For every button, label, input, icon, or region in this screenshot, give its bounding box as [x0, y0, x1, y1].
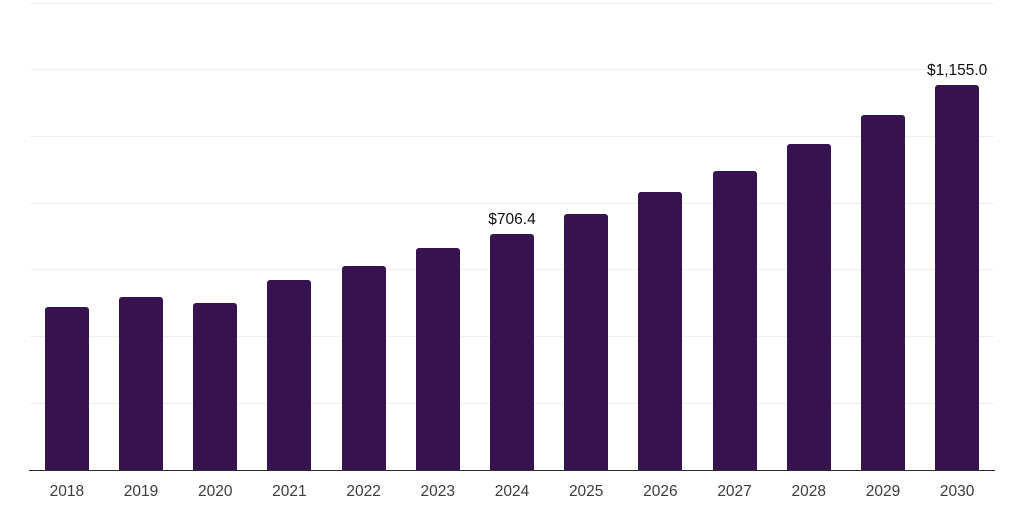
bar-2019	[119, 296, 164, 470]
bar-2026	[638, 191, 683, 470]
x-tick-label-2024: 2024	[494, 483, 530, 500]
x-tick-label-2030: 2030	[939, 483, 975, 500]
x-tick-label-2022: 2022	[346, 483, 381, 500]
x-tick-label-2019: 2019	[123, 483, 159, 500]
x-tick-label-2021: 2021	[272, 483, 307, 500]
x-tick-label-2023: 2023	[420, 483, 456, 500]
bar-2022	[341, 265, 386, 470]
gridline-1000	[30, 135, 994, 137]
x-tick-label-2020: 2020	[197, 483, 233, 500]
bar-2021	[267, 279, 312, 470]
x-tick-label-2026: 2026	[643, 483, 678, 500]
data-label-2030: $1,155.0	[926, 61, 988, 79]
x-axis-line	[29, 469, 995, 471]
bar-2024	[490, 234, 534, 470]
gridline-800	[30, 202, 994, 204]
bar-2030	[935, 84, 980, 470]
x-tick-label-2025: 2025	[568, 483, 604, 500]
bar-2018	[44, 307, 89, 470]
bar-2027	[712, 170, 757, 470]
plot-area: $706.4 $1,155.0	[30, 2, 994, 470]
gridline-1400	[30, 2, 994, 4]
x-tick-label-2029: 2029	[865, 483, 901, 500]
bar-2025	[564, 213, 609, 470]
bar-2029	[860, 115, 905, 470]
x-tick-label-2018: 2018	[49, 483, 85, 500]
x-tick-label-2028: 2028	[791, 483, 826, 500]
data-label-2024: $706.4	[488, 211, 536, 229]
x-tick-label-2027: 2027	[717, 483, 752, 500]
gridline-1200	[30, 69, 994, 71]
bar-2020	[193, 302, 238, 470]
bar-2023	[415, 248, 460, 470]
bar-2028	[786, 144, 831, 470]
